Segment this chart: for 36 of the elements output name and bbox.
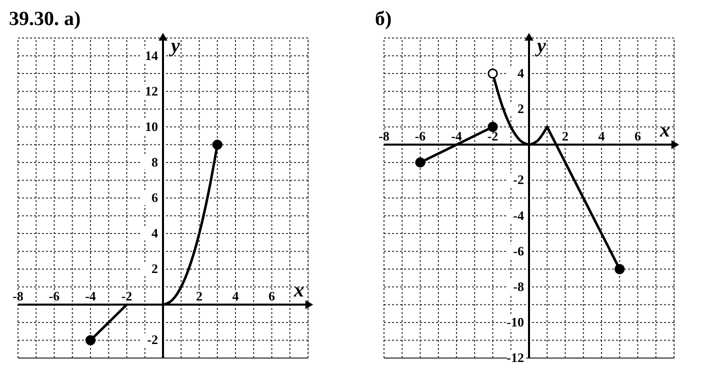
y-tick-label: -6: [513, 243, 524, 258]
x-tick-label: 4: [232, 288, 240, 304]
x-tick-label: -6: [414, 128, 426, 144]
x-axis-title: x: [293, 280, 304, 302]
y-axis-title: y: [535, 35, 546, 57]
y-tick-label: 4: [152, 226, 158, 241]
y-tick-label: 14: [145, 48, 158, 63]
y-tick-label: -10: [506, 314, 524, 330]
y-axis-title: y: [169, 35, 180, 57]
y-tick-label: 12: [145, 83, 158, 98]
y-tick-label: 6: [152, 190, 158, 205]
chart-title: б): [375, 8, 392, 30]
y-tick-label: -4: [513, 208, 524, 223]
chart-title: 39.30. а): [9, 8, 81, 30]
x-tick-label: -8: [12, 288, 24, 304]
y-tick-label: 8: [152, 154, 158, 170]
y-tick-label: 10: [145, 118, 158, 134]
x-tick-label: 6: [634, 128, 642, 144]
x-tick-label: -2: [487, 128, 498, 144]
x-tick-label: -8: [378, 128, 390, 144]
x-tick-label: 4: [598, 128, 606, 144]
y-tick-label: 2: [518, 101, 524, 116]
y-tick-label: -12: [506, 350, 524, 365]
y-tick-label: -8: [513, 278, 524, 294]
x-tick-label: 6: [268, 288, 276, 304]
x-axis-title: x: [659, 120, 670, 142]
y-tick-label: 4: [518, 66, 524, 81]
y-tick-label: 2: [152, 261, 158, 276]
x-tick-label: 2: [562, 128, 568, 144]
x-tick-label: -6: [48, 288, 60, 304]
y-tick-label: -2: [513, 172, 524, 188]
x-tick-label: 2: [196, 288, 202, 304]
y-tick-label: -2: [147, 332, 158, 348]
x-tick-label: -4: [85, 288, 96, 304]
x-tick-label: -2: [121, 288, 132, 304]
x-tick-label: -4: [451, 128, 462, 144]
